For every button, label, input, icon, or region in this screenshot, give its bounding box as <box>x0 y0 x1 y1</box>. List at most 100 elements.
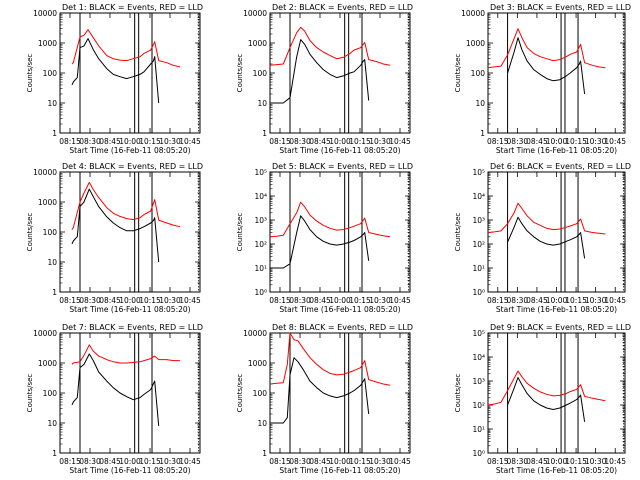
x-tick-label: 10:45 <box>604 457 626 466</box>
plot-frame <box>487 332 626 454</box>
y-tick-label: 100 <box>43 69 58 78</box>
series-line-events <box>507 37 586 95</box>
y-tick-label: 10 <box>47 258 57 267</box>
x-tick-label: 10:30 <box>159 296 181 305</box>
y-tick-label: 1000 <box>38 39 57 48</box>
x-tick-label: 08:15 <box>487 296 509 305</box>
chart-title: Det 3: BLACK = Events, RED = LLD <box>490 3 631 12</box>
x-tick-label: 08:45 <box>526 296 548 305</box>
y-tick-label: 10⁴ <box>254 192 267 201</box>
x-tick-label: 08:30 <box>79 137 101 146</box>
y-tick-label: 10 <box>257 419 267 428</box>
x-tick-label: 10:45 <box>604 296 626 305</box>
y-tick-label: 1 <box>52 288 57 297</box>
x-tick-label: 10:15 <box>565 296 587 305</box>
x-tick-label: 08:30 <box>79 296 101 305</box>
y-tick-label: 100 <box>43 228 58 237</box>
x-tick-label: 08:45 <box>309 137 331 146</box>
y-axis-label: Counts/sec <box>26 54 34 93</box>
y-tick-label: 10² <box>472 401 485 410</box>
series-line-lld <box>71 344 180 365</box>
x-tick-label: 08:30 <box>289 296 311 305</box>
x-tick-label: 08:30 <box>289 137 311 146</box>
x-tick-label: 08:45 <box>309 457 331 466</box>
x-tick-label: 08:30 <box>79 457 101 466</box>
x-tick-label: 08:45 <box>526 137 548 146</box>
y-tick-label: 10¹ <box>472 425 485 434</box>
x-tick-label: 10:45 <box>179 296 201 305</box>
y-tick-label: 10 <box>47 99 57 108</box>
y-tick-label: 1000 <box>38 359 57 368</box>
y-tick-label: 10⁰ <box>472 288 485 297</box>
y-tick-label: 100 <box>253 389 268 398</box>
y-tick-label: 10000 <box>243 9 267 18</box>
y-axis-label: Counts/sec <box>454 213 462 252</box>
x-tick-label: 10:30 <box>369 457 391 466</box>
y-tick-label: 10⁰ <box>472 449 485 458</box>
series-line-lld <box>487 202 606 235</box>
y-tick-label: 10000 <box>33 9 57 18</box>
series-line-events <box>71 38 160 104</box>
y-axis-label: Counts/sec <box>26 213 34 252</box>
chart-panel-7: Det 7: BLACK = Events, RED = LLD 1 10 100 10… <box>26 323 203 475</box>
x-tick-label: 08:45 <box>99 457 121 466</box>
chart-title: Det 2: BLACK = Events, RED = LLD <box>272 3 413 12</box>
series-line-lld <box>487 28 606 69</box>
x-tick-label: 10:30 <box>369 296 391 305</box>
chart-title: Det 7: BLACK = Events, RED = LLD <box>62 323 203 332</box>
y-tick-label: 10 <box>475 99 485 108</box>
x-tick-label: 10:45 <box>389 137 411 146</box>
y-tick-label: 10⁵ <box>472 168 485 177</box>
plot-frame <box>487 171 626 293</box>
y-axis-label: Counts/sec <box>26 374 34 413</box>
x-tick-label: 08:15 <box>59 296 81 305</box>
y-tick-label: 10⁰ <box>254 288 267 297</box>
series-line-lld <box>487 370 606 406</box>
x-tick-label: 10:30 <box>159 457 181 466</box>
x-tick-label: 08:45 <box>99 137 121 146</box>
chart-panel-4: Det 4: BLACK = Events, RED = LLD 1 10 100 10… <box>26 162 203 314</box>
chart-panel-8: Det 8: BLACK = Events, RED = LLD 1 10 100 10… <box>236 323 413 475</box>
chart-panel-6: Det 6: BLACK = Events, RED = LLD 10⁰ 10¹ 10… <box>454 162 631 314</box>
x-axis-label: Start Time (16-Feb-11 08:05:20) <box>279 466 400 475</box>
x-axis-label: Start Time (16-Feb-11 08:05:20) <box>279 305 400 314</box>
x-tick-label: 10:00 <box>119 137 141 146</box>
series-line-events <box>270 39 370 104</box>
x-tick-label: 10:00 <box>546 137 568 146</box>
chart-title: Det 9: BLACK = Events, RED = LLD <box>490 323 631 332</box>
series-line-events <box>270 215 370 269</box>
y-tick-label: 10¹ <box>254 264 267 273</box>
x-tick-label: 08:15 <box>487 457 509 466</box>
x-tick-label: 10:15 <box>139 137 161 146</box>
y-tick-label: 10² <box>254 240 267 249</box>
y-tick-label: 1 <box>262 449 267 458</box>
y-tick-label: 1 <box>52 129 57 138</box>
y-tick-label: 1 <box>262 129 267 138</box>
y-tick-label: 10⁴ <box>472 353 485 362</box>
x-tick-label: 10:30 <box>585 457 607 466</box>
x-tick-label: 10:00 <box>329 457 351 466</box>
x-tick-label: 08:15 <box>269 137 291 146</box>
x-tick-label: 10:45 <box>604 137 626 146</box>
series-line-events <box>507 216 586 259</box>
x-tick-label: 08:45 <box>99 296 121 305</box>
x-tick-label: 10:45 <box>389 296 411 305</box>
x-tick-label: 08:30 <box>507 137 529 146</box>
series-line-events <box>270 357 370 424</box>
x-tick-label: 08:15 <box>269 296 291 305</box>
x-tick-label: 10:00 <box>329 296 351 305</box>
chart-title: Det 8: BLACK = Events, RED = LLD <box>272 323 413 332</box>
y-axis-label: Counts/sec <box>454 54 462 93</box>
y-tick-label: 10000 <box>33 329 57 338</box>
y-axis-label: Counts/sec <box>236 54 244 93</box>
x-axis-label: Start Time (16-Feb-11 08:05:20) <box>69 466 190 475</box>
y-tick-label: 10 <box>257 99 267 108</box>
series-line-events <box>507 377 586 422</box>
x-tick-label: 08:30 <box>507 457 529 466</box>
plot-frame <box>59 12 201 134</box>
y-tick-label: 1000 <box>466 39 485 48</box>
x-tick-label: 10:15 <box>349 296 371 305</box>
x-tick-label: 08:15 <box>59 457 81 466</box>
x-tick-label: 08:15 <box>487 137 509 146</box>
